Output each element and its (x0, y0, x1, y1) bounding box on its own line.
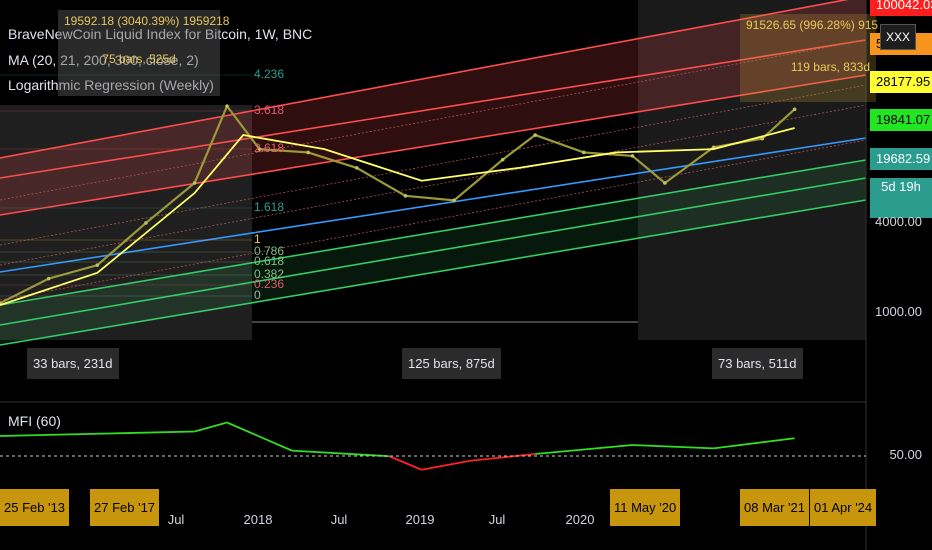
measure-box-2[interactable]: 91526.65 (996.28%) 915 119 bars, 833d (740, 14, 879, 102)
mfi-segment (0, 432, 98, 437)
x-tick: Jul (488, 512, 506, 527)
band-lower-3 (0, 199, 867, 346)
price-point (452, 198, 456, 203)
band-upper-1 (0, 0, 849, 159)
x-tick: Jul (167, 512, 185, 527)
fib-label: 0.382 (254, 267, 285, 281)
mfi-segment (194, 421, 228, 433)
x-tick: 2020 (565, 512, 595, 527)
mfi-segment (226, 421, 293, 452)
band-lower-2 (0, 177, 867, 326)
date-tag: 25 Feb '13 (0, 489, 70, 526)
x-tick: 2019 (405, 512, 435, 527)
moving-average-series (0, 127, 795, 306)
mfi-segment (535, 444, 633, 455)
price-point (582, 150, 586, 155)
band-dotted (0, 104, 867, 266)
price-point (144, 221, 148, 225)
y-tick: 1000.00 (875, 304, 922, 319)
fib-label: 0 (254, 288, 261, 302)
band-upper-2 (0, 39, 867, 179)
price-point (533, 133, 537, 137)
y-tick: 4000.00 (875, 214, 922, 229)
xxx-button[interactable]: XXX (880, 24, 916, 50)
band-dotted (0, 39, 867, 201)
mfi-y-tick: 50.00 (889, 447, 922, 462)
band-lower-1 (0, 159, 867, 306)
mfi-segment (421, 459, 471, 471)
mfi-segment (388, 455, 422, 471)
price-tag-label: 28177.95 (876, 74, 931, 89)
price-series (0, 103, 797, 305)
band-dotted (0, 139, 867, 301)
price-tag-label: 19682.59 (876, 151, 931, 166)
date-tag: 08 Mar '21 (740, 489, 810, 526)
fib-label: 1.618 (254, 200, 285, 214)
ma-legend[interactable]: MA (20, 21, 200, 300, close, 2) (8, 52, 199, 68)
fib-label: 1 (254, 232, 261, 246)
mfi-segment (97, 430, 195, 435)
measure-box-1[interactable]: 19592.18 (3040.39%) 1959218 75 bars, 525… (58, 10, 230, 96)
date-tag: 27 Feb '17 (90, 489, 160, 526)
upper-band-fill (0, 0, 866, 215)
price-tag-green: 19841.07 (870, 109, 932, 131)
fib-label: 0.786 (254, 244, 285, 258)
price-tag-teal: 19682.59 (870, 148, 932, 170)
mfi-segment (470, 453, 536, 462)
measure-box-1-line1: 19592.18 (3040.39%) 1959218 (64, 14, 230, 28)
price-point (500, 157, 505, 162)
price-point (663, 181, 667, 185)
x-tick: 2018 (243, 512, 273, 527)
price-point (225, 104, 229, 108)
regression-midline (0, 137, 867, 273)
price-point (95, 263, 100, 267)
mfi-series (0, 421, 795, 471)
regression-legend[interactable]: Logarithmic Regression (Weekly) (8, 77, 214, 93)
price-point (403, 194, 408, 198)
bar-count-label: 33 bars, 231d (27, 348, 119, 379)
fib-label: 2.618 (254, 141, 285, 155)
price-point (630, 154, 635, 158)
measure-box-2-line2: 119 bars, 833d (790, 60, 870, 74)
mfi-segment (713, 437, 795, 450)
x-tick: Jul (330, 512, 348, 527)
price-point (760, 136, 765, 141)
fib-label: 4.236 (254, 67, 285, 81)
price-point (192, 181, 197, 185)
band-dotted (0, 84, 867, 246)
price-tag-yellow: 28177.95 (870, 71, 932, 93)
fib-levels (0, 74, 252, 297)
bar-count-label: 125 bars, 875d (402, 348, 501, 379)
ma-line (0, 127, 795, 306)
mfi-segment (291, 449, 390, 458)
price-tag-label: 19841.07 (876, 112, 931, 127)
measure-region-right (638, 0, 866, 340)
price-tag-red: 100042.03 (870, 0, 932, 16)
band-upper-3 (0, 74, 867, 216)
symbol-legend[interactable]: BraveNewCoin Liquid Index for Bitcoin, 1… (8, 26, 313, 42)
measure-box-1-line2: 75 bars, 525d (102, 52, 176, 66)
date-tag: 11 May '20 (610, 489, 681, 526)
price-point (306, 150, 310, 155)
fib-label: 0.236 (254, 277, 285, 291)
fib-label: 0.618 (254, 254, 285, 268)
bar-count-label: 73 bars, 511d (712, 348, 803, 379)
mfi-legend[interactable]: MFI (60) (8, 413, 61, 429)
countdown-label: 5d 19h (881, 179, 921, 194)
mfi-segment (632, 444, 714, 450)
price-point (46, 276, 51, 281)
date-tag: 01 Apr '24 (810, 489, 877, 526)
fib-label: 3.618 (254, 103, 285, 117)
price-tag-label: 100042.03 (876, 0, 932, 12)
price-point (257, 147, 262, 151)
price-point (354, 166, 359, 170)
countdown-tag: 5d 19h (870, 178, 932, 218)
measure-box-2-line1: 91526.65 (996.28%) 915 (746, 18, 879, 32)
price-point (792, 107, 797, 112)
regression-bands (0, 0, 867, 346)
lower-band-fill (0, 160, 866, 345)
